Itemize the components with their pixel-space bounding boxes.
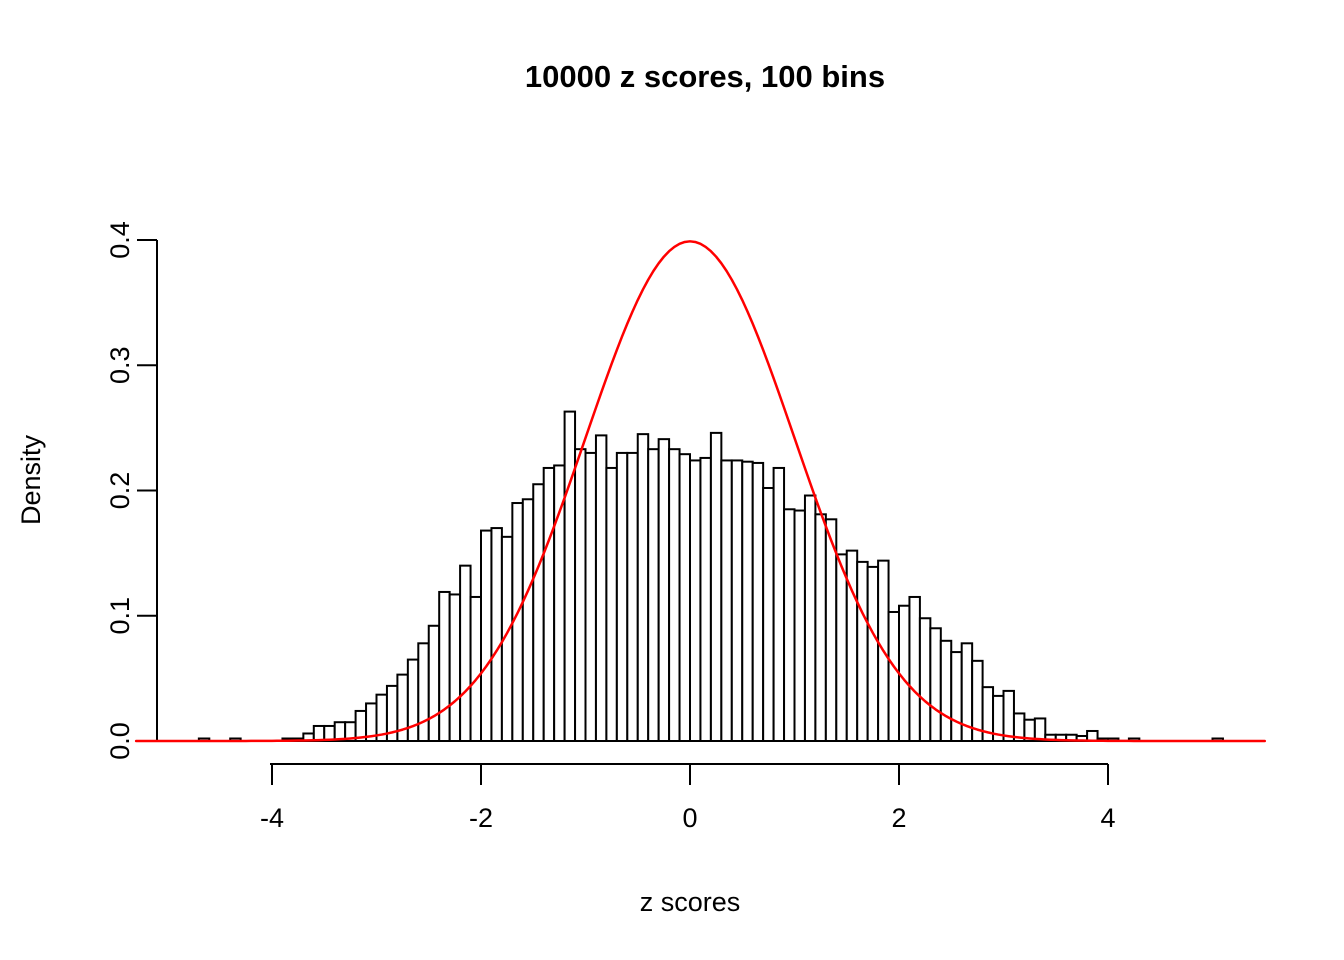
y-tick-label: 0.3 bbox=[105, 346, 135, 384]
histogram-bar bbox=[856, 560, 869, 743]
histogram-bar bbox=[584, 451, 597, 742]
axes: 0.0 0.1 0.2 0.3 0.4 -4 -2 0 2 4 bbox=[105, 221, 1116, 833]
histogram-bar bbox=[594, 434, 608, 742]
histogram-bar bbox=[783, 508, 796, 742]
histogram-bar bbox=[647, 448, 660, 742]
histogram-bar bbox=[417, 642, 430, 742]
histogram-bar bbox=[720, 459, 733, 742]
histogram-bar bbox=[678, 453, 691, 742]
histogram-bars bbox=[197, 410, 1224, 743]
histogram-bar bbox=[626, 451, 639, 742]
histogram-bar bbox=[605, 466, 618, 742]
histogram-bar bbox=[438, 590, 451, 743]
histogram-bar bbox=[803, 494, 817, 743]
histogram-bar bbox=[762, 486, 775, 742]
histogram-bar bbox=[751, 461, 765, 742]
y-axis-label: Density bbox=[16, 434, 46, 525]
y-tick-label: 0.2 bbox=[105, 472, 135, 510]
histogram-bar bbox=[699, 456, 712, 742]
histogram-bar bbox=[668, 448, 681, 742]
histogram-bar bbox=[480, 529, 493, 743]
histogram-bar bbox=[814, 513, 827, 742]
histogram-bar bbox=[448, 593, 462, 743]
histogram-bar bbox=[615, 451, 629, 742]
histogram-bar bbox=[793, 509, 806, 743]
x-axis-label: z scores bbox=[640, 887, 741, 917]
x-tick-label: 4 bbox=[1100, 803, 1115, 833]
histogram-bar bbox=[908, 595, 921, 743]
histogram-bar bbox=[636, 433, 650, 742]
histogram-bar bbox=[887, 610, 900, 742]
x-tick-label: -2 bbox=[469, 803, 493, 833]
histogram-bar bbox=[657, 438, 671, 742]
histogram-bar bbox=[427, 624, 441, 743]
histogram-bar bbox=[689, 459, 702, 742]
histogram-bar bbox=[772, 466, 786, 742]
histogram-bar bbox=[950, 651, 963, 743]
y-tick-label: 0.4 bbox=[105, 221, 135, 259]
histogram-bar bbox=[1033, 717, 1047, 743]
histogram-bar bbox=[709, 431, 723, 742]
normal-density-curve bbox=[134, 240, 1266, 743]
histogram-bar bbox=[542, 466, 556, 742]
density-curve-layer bbox=[134, 240, 1266, 743]
histogram-bar bbox=[1002, 689, 1015, 743]
histogram-bar bbox=[835, 553, 848, 742]
y-tick-label: 0.1 bbox=[105, 597, 135, 635]
histogram-bar bbox=[532, 483, 545, 742]
histogram-bar bbox=[929, 627, 942, 743]
histogram-bar bbox=[845, 549, 859, 742]
histogram-bar bbox=[406, 658, 420, 743]
histogram-bar bbox=[741, 460, 754, 742]
histogram-bar bbox=[574, 448, 587, 742]
histogram-bar bbox=[553, 464, 566, 742]
histogram-bar bbox=[730, 459, 744, 742]
histogram-bar bbox=[563, 410, 577, 742]
histogram-bar bbox=[469, 595, 482, 743]
histogram-bar bbox=[490, 527, 503, 743]
histogram-bar bbox=[939, 639, 953, 742]
histogram-bar bbox=[918, 617, 932, 743]
chart-title: 10000 z scores, 100 bins bbox=[525, 59, 885, 94]
histogram-bar bbox=[866, 565, 880, 743]
x-tick-label: 0 bbox=[682, 803, 697, 833]
histogram-bar bbox=[521, 498, 535, 742]
histogram-bar bbox=[459, 564, 472, 743]
x-tick-label: 2 bbox=[891, 803, 906, 833]
x-tick-label: -4 bbox=[260, 803, 284, 833]
y-tick-label: 0.0 bbox=[105, 722, 135, 760]
